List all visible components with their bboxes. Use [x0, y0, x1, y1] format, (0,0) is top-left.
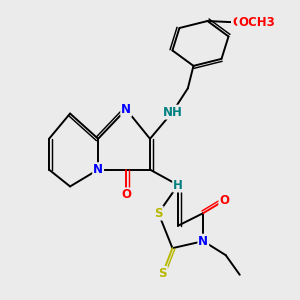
- Text: OCH3: OCH3: [238, 16, 275, 29]
- Text: S: S: [154, 207, 163, 220]
- Text: O: O: [121, 188, 131, 201]
- Text: H: H: [173, 178, 183, 192]
- Text: N: N: [121, 103, 131, 116]
- Text: N: N: [93, 163, 103, 176]
- Text: O: O: [232, 16, 242, 29]
- Text: N: N: [198, 235, 208, 248]
- Text: NH: NH: [163, 106, 182, 118]
- Text: O: O: [219, 194, 229, 207]
- Text: S: S: [158, 267, 167, 280]
